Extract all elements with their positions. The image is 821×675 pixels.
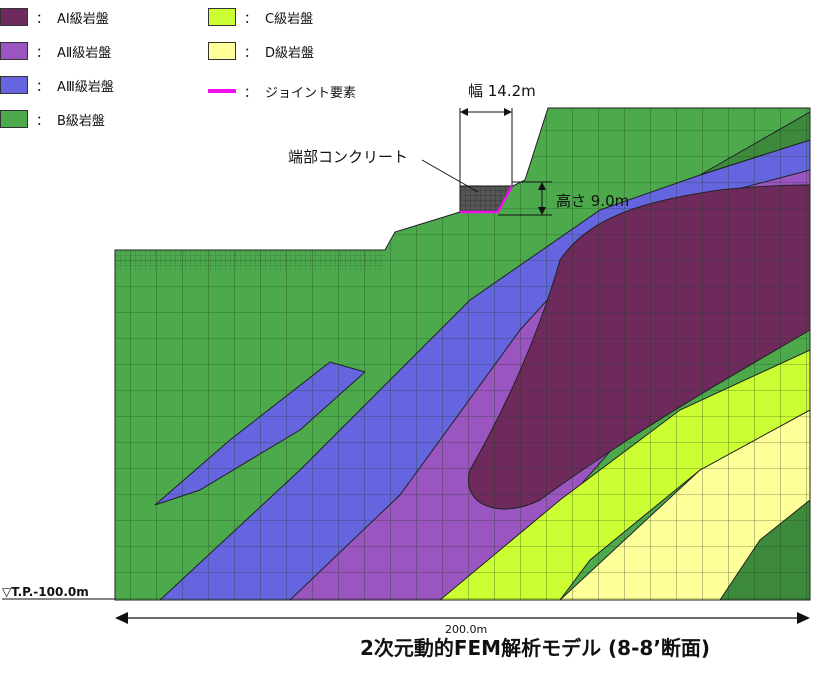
end-concrete-label: 端部コンクリート [288,148,408,166]
legend-item-a2: ： AⅡ級岩盤 [0,40,111,62]
legend-swatch-d [208,42,236,60]
legend-item-b: ： B級岩盤 [0,108,105,130]
legend-item-d: ： D級岩盤 [208,40,314,62]
legend-label-a1: AⅠ級岩盤 [57,11,109,27]
legend-item-a1: ： AⅠ級岩盤 [0,6,109,28]
legend-label-c: C級岩盤 [265,11,314,27]
legend-label-joint: ジョイント要素 [265,85,357,101]
legend-swatch-joint [208,89,236,93]
fem-mesh-overlay [115,108,810,600]
legend-swatch-b [0,110,28,128]
legend-swatch-a3 [0,76,28,94]
surface-fine-mesh [115,250,385,270]
legend-swatch-a1 [0,8,28,26]
legend-item-c: ： C級岩盤 [208,6,313,28]
legend-item-a3: ： AⅢ級岩盤 [0,74,114,96]
legend-swatch-c [208,8,236,26]
end-concrete-leader [421,159,479,193]
legend-swatch-a2 [0,42,28,60]
elevation-label: ▽T.P.-100.0m [2,585,89,599]
height-label: 高さ 9.0m [556,192,629,210]
width-label: 幅 14.2m [468,82,536,100]
legend-label-a2: AⅡ級岩盤 [57,45,112,61]
span-label: 200.0m [445,623,487,636]
legend-label-b: B級岩盤 [57,113,105,129]
legend-label-d: D級岩盤 [265,45,315,61]
diagram-title: 2次元動的FEM解析モデル (8-8’断面) [359,636,711,660]
legend-item-joint: ： ジョイント要素 [208,80,356,102]
joint-element-line [460,185,514,214]
legend-label-a3: AⅢ級岩盤 [57,79,114,95]
